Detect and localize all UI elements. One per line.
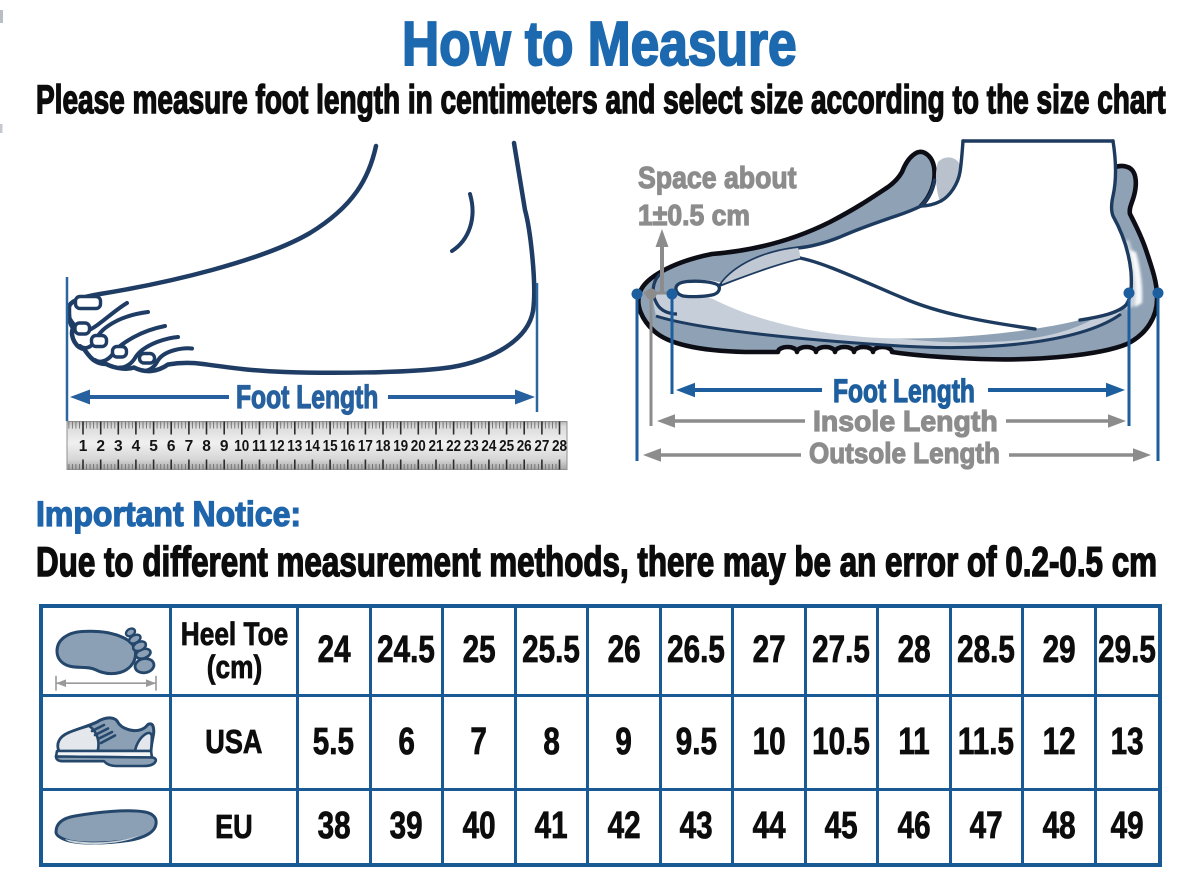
svg-text:1: 1 [79,438,88,455]
svg-text:5: 5 [149,438,158,455]
svg-text:24: 24 [481,438,496,455]
svg-text:3: 3 [114,438,123,455]
svg-text:21: 21 [429,438,444,455]
svg-text:20: 20 [411,438,426,455]
svg-text:9: 9 [220,438,229,455]
svg-text:19: 19 [393,438,408,455]
svg-text:12: 12 [270,438,285,455]
svg-text:18: 18 [376,438,391,455]
svg-text:4: 4 [132,438,141,455]
svg-text:7: 7 [185,438,194,455]
svg-text:25: 25 [499,438,514,455]
svg-text:2: 2 [96,438,105,455]
svg-text:10: 10 [234,438,249,455]
svg-text:11: 11 [252,438,267,455]
svg-text:28: 28 [552,438,567,455]
svg-text:16: 16 [340,438,355,455]
svg-text:27: 27 [534,438,549,455]
svg-text:23: 23 [464,438,479,455]
svg-text:6: 6 [167,438,176,455]
svg-text:17: 17 [358,438,373,455]
svg-text:8: 8 [202,438,211,455]
svg-text:14: 14 [305,438,320,455]
svg-text:22: 22 [446,438,461,455]
svg-text:15: 15 [323,438,338,455]
svg-text:26: 26 [517,438,532,455]
svg-text:13: 13 [287,438,302,455]
